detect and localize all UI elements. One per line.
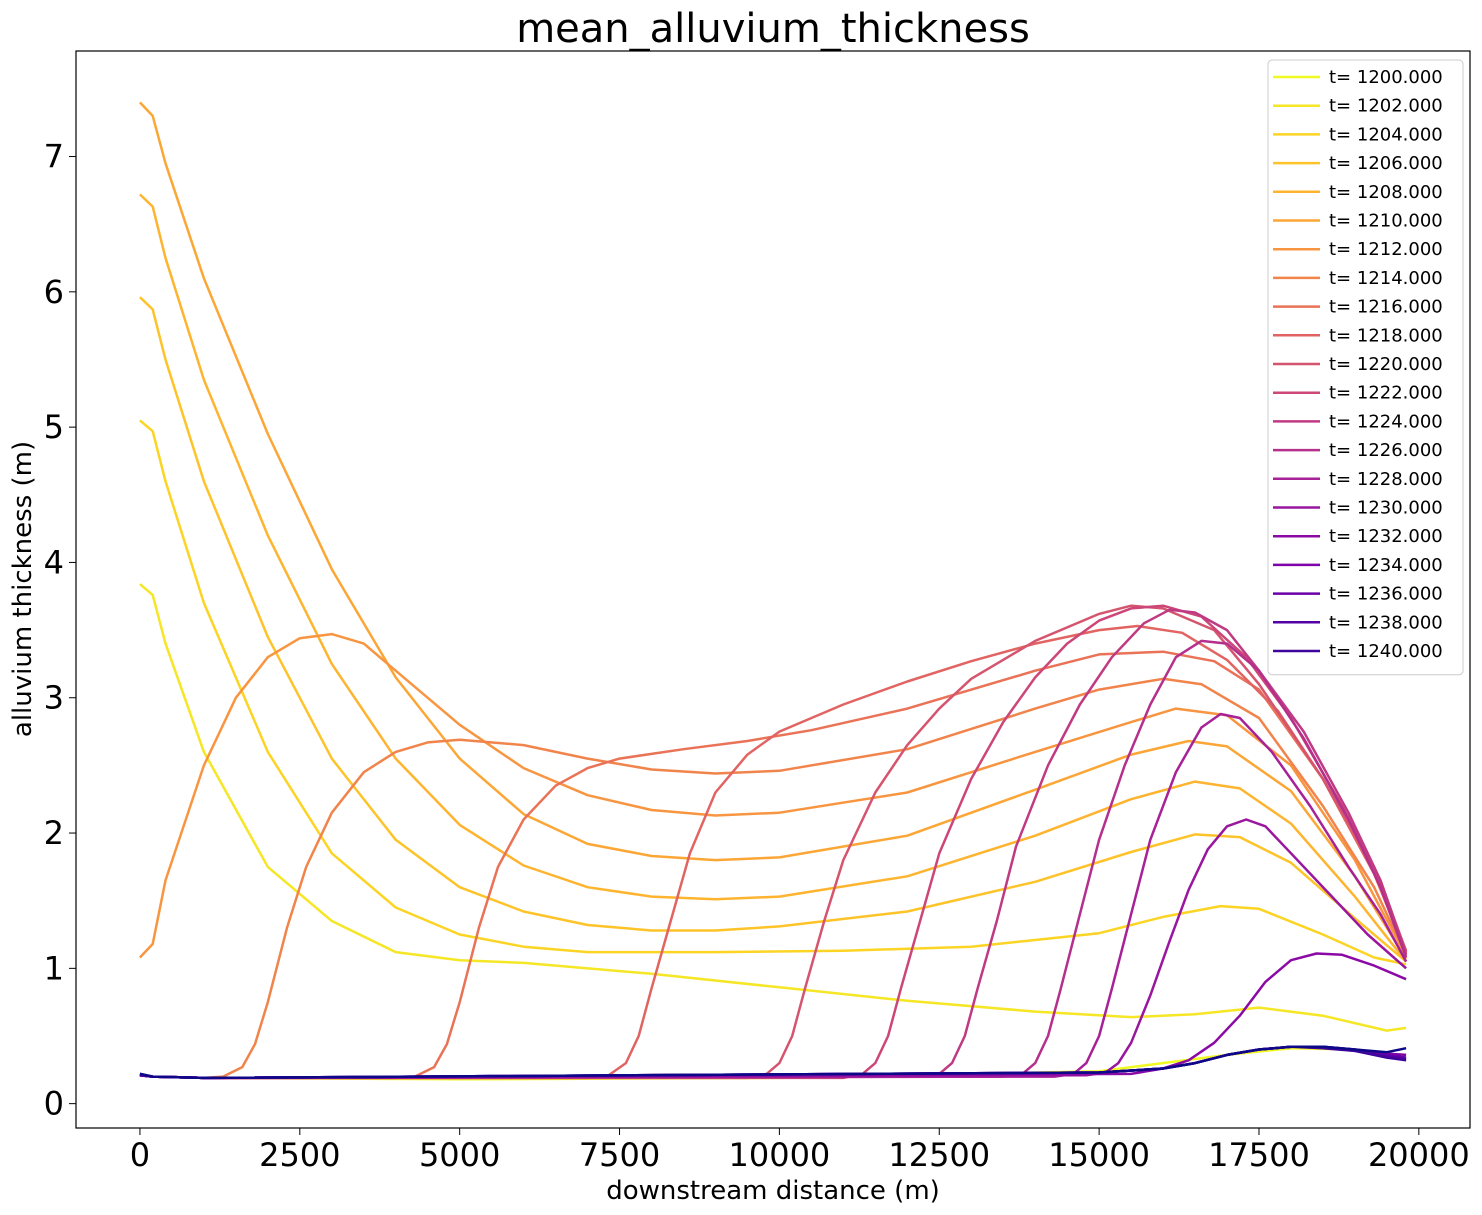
x-tick-label: 17500	[1208, 1136, 1310, 1174]
legend-box	[1267, 59, 1464, 676]
series-line-21	[139, 1045, 1407, 1080]
series-line-5	[138, 101, 1408, 960]
x-tick-label: 12500	[888, 1136, 990, 1174]
legend: t= 1200.000 t= 1202.000 t= 1204.000 t= 1206…	[1267, 59, 1464, 676]
series-line-7	[139, 677, 1408, 1080]
legend-label: t= 1234.000	[1329, 555, 1443, 576]
y-tick-label: 3	[44, 679, 64, 717]
legend-label: t= 1222.000	[1329, 383, 1443, 404]
x-tick-label: 0	[130, 1136, 150, 1174]
x-axis-label: downstream distance (m)	[606, 1176, 940, 1206]
legend-label: t= 1210.000	[1329, 211, 1443, 232]
legend-label: t= 1206.000	[1329, 153, 1443, 174]
series-line-14	[139, 712, 1408, 1080]
series-line-2	[139, 419, 1407, 966]
series-line-1	[139, 583, 1407, 1032]
legend-label: t= 1228.000	[1329, 469, 1443, 490]
legend-label: t= 1232.000	[1329, 526, 1443, 547]
axes-frame	[75, 50, 1471, 1129]
legend-label: t= 1236.000	[1329, 584, 1443, 605]
x-tick-label: 15000	[1048, 1136, 1150, 1174]
plot-area	[138, 101, 1408, 1081]
series-line-4	[139, 193, 1408, 963]
legend-label: t= 1226.000	[1329, 440, 1443, 461]
legend-label: t= 1224.000	[1329, 411, 1443, 432]
y-tick-label: 5	[44, 408, 64, 446]
series-line-3	[139, 296, 1407, 963]
legend-label: t= 1218.000	[1329, 325, 1443, 346]
y-tick-label: 0	[44, 1085, 64, 1123]
legend-label: t= 1240.000	[1329, 641, 1443, 662]
y-tick-label: 1	[44, 949, 64, 987]
legend-label: t= 1200.000	[1329, 67, 1443, 88]
x-tick-label: 5000	[419, 1136, 500, 1174]
legend-label: t= 1238.000	[1329, 612, 1443, 633]
legend-label: t= 1212.000	[1329, 239, 1443, 260]
x-tick-label: 20000	[1368, 1136, 1470, 1174]
y-tick-label: 2	[44, 814, 64, 852]
legend-label: t= 1204.000	[1329, 124, 1443, 145]
x-tick-label: 2500	[259, 1136, 340, 1174]
y-axis-label: alluvium thickness (m)	[8, 441, 38, 737]
series-line-6	[138, 632, 1408, 959]
legend-label: t= 1230.000	[1329, 498, 1443, 519]
y-tick-label: 6	[44, 273, 64, 311]
legend-label: t= 1202.000	[1329, 96, 1443, 117]
x-axis: 0 2500 5000 7500 10000 12500 15000 17500 20000	[130, 1128, 1470, 1174]
y-axis: 0 1 2 3 4 5 6 7	[44, 138, 76, 1123]
legend-label: t= 1208.000	[1329, 182, 1443, 203]
x-tick-label: 7500	[579, 1136, 660, 1174]
y-tick-label: 4	[44, 543, 64, 581]
legend-label: t= 1220.000	[1329, 354, 1443, 375]
legend-label: t= 1214.000	[1329, 268, 1443, 289]
chart-title: mean_alluvium_thickness	[516, 6, 1030, 52]
y-tick-label: 7	[44, 138, 64, 176]
x-tick-label: 10000	[728, 1136, 830, 1174]
legend-label: t= 1216.000	[1329, 297, 1443, 318]
series-line-8	[139, 650, 1408, 1080]
